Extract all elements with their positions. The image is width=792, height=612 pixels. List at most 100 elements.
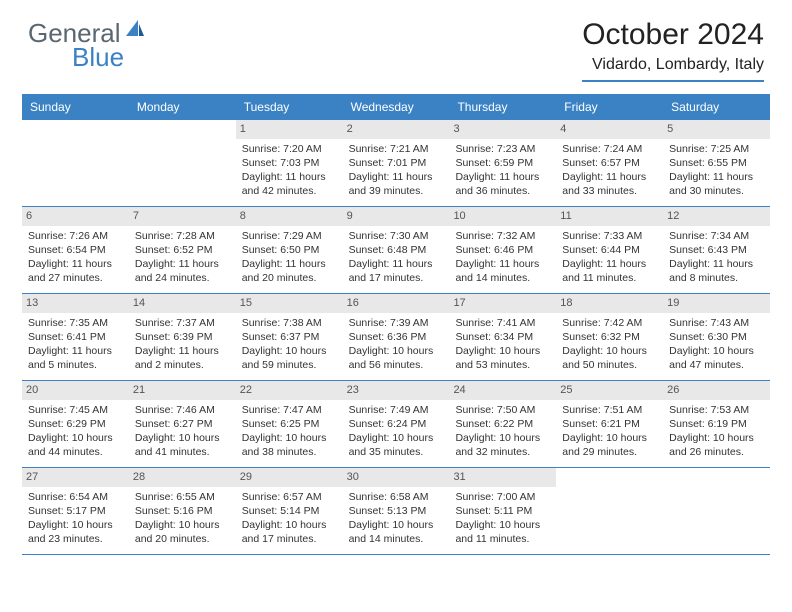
day-details: Sunrise: 7:21 AMSunset: 7:01 PMDaylight:… bbox=[349, 142, 444, 199]
day-number: 11 bbox=[556, 207, 663, 226]
calendar-body: 1 Sunrise: 7:20 AMSunset: 7:03 PMDaylight… bbox=[22, 120, 770, 555]
day-cell: 3 Sunrise: 7:23 AMSunset: 6:59 PMDaylight… bbox=[449, 120, 556, 206]
day-details: Sunrise: 7:42 AMSunset: 6:32 PMDaylight:… bbox=[562, 316, 657, 373]
day-number: 3 bbox=[449, 120, 556, 139]
day-cell: 1 Sunrise: 7:20 AMSunset: 7:03 PMDaylight… bbox=[236, 120, 343, 206]
day-details: Sunrise: 7:33 AMSunset: 6:44 PMDaylight:… bbox=[562, 229, 657, 286]
day-number: 23 bbox=[343, 381, 450, 400]
day-cell bbox=[663, 468, 770, 554]
weekday-header-row: SundayMondayTuesdayWednesdayThursdayFrid… bbox=[22, 94, 770, 120]
day-cell: 24 Sunrise: 7:50 AMSunset: 6:22 PMDayligh… bbox=[449, 381, 556, 467]
day-cell bbox=[22, 120, 129, 206]
day-details: Sunrise: 7:46 AMSunset: 6:27 PMDaylight:… bbox=[135, 403, 230, 460]
day-cell: 9 Sunrise: 7:30 AMSunset: 6:48 PMDaylight… bbox=[343, 207, 450, 293]
day-details: Sunrise: 7:43 AMSunset: 6:30 PMDaylight:… bbox=[669, 316, 764, 373]
day-number: 12 bbox=[663, 207, 770, 226]
day-cell: 22Sunrise: 7:47 AMSunset: 6:25 PMDayligh… bbox=[236, 381, 343, 467]
day-cell: 28 Sunrise: 6:55 AMSunset: 5:16 PMDayligh… bbox=[129, 468, 236, 554]
day-cell bbox=[129, 120, 236, 206]
day-number: 1 bbox=[236, 120, 343, 139]
week-row: 6 Sunrise: 7:26 AMSunset: 6:54 PMDaylight… bbox=[22, 207, 770, 294]
day-number: 21 bbox=[129, 381, 236, 400]
day-number: 2 bbox=[343, 120, 450, 139]
day-cell: 14 Sunrise: 7:37 AMSunset: 6:39 PMDayligh… bbox=[129, 294, 236, 380]
day-details: Sunrise: 7:23 AMSunset: 6:59 PMDaylight:… bbox=[455, 142, 550, 199]
day-details: Sunrise: 7:32 AMSunset: 6:46 PMDaylight:… bbox=[455, 229, 550, 286]
day-details: Sunrise: 7:26 AMSunset: 6:54 PMDaylight:… bbox=[28, 229, 123, 286]
day-cell: 23Sunrise: 7:49 AMSunset: 6:24 PMDayligh… bbox=[343, 381, 450, 467]
day-details: Sunrise: 7:51 AMSunset: 6:21 PMDaylight:… bbox=[562, 403, 657, 460]
day-details: Sunrise: 6:54 AMSunset: 5:17 PMDaylight:… bbox=[28, 490, 123, 547]
day-details: Sunrise: 6:58 AMSunset: 5:13 PMDaylight:… bbox=[349, 490, 444, 547]
day-details: Sunrise: 7:34 AMSunset: 6:43 PMDaylight:… bbox=[669, 229, 764, 286]
logo-text-blue: Blue bbox=[72, 42, 124, 73]
day-details: Sunrise: 7:30 AMSunset: 6:48 PMDaylight:… bbox=[349, 229, 444, 286]
day-number: 27 bbox=[22, 468, 129, 487]
day-cell: 19 Sunrise: 7:43 AMSunset: 6:30 PMDayligh… bbox=[663, 294, 770, 380]
day-details: Sunrise: 6:55 AMSunset: 5:16 PMDaylight:… bbox=[135, 490, 230, 547]
day-number: 9 bbox=[343, 207, 450, 226]
day-number: 29 bbox=[236, 468, 343, 487]
day-number: 5 bbox=[663, 120, 770, 139]
day-details: Sunrise: 7:00 AMSunset: 5:11 PMDaylight:… bbox=[455, 490, 550, 547]
day-cell: 2 Sunrise: 7:21 AMSunset: 7:01 PMDaylight… bbox=[343, 120, 450, 206]
day-number: 19 bbox=[663, 294, 770, 313]
title-block: October 2024 Vidardo, Lombardy, Italy bbox=[582, 18, 764, 82]
day-number: 14 bbox=[129, 294, 236, 313]
weekday-header: Friday bbox=[556, 94, 663, 120]
month-title: October 2024 bbox=[582, 18, 764, 52]
day-cell: 20 Sunrise: 7:45 AMSunset: 6:29 PMDayligh… bbox=[22, 381, 129, 467]
day-cell: 7Sunrise: 7:28 AMSunset: 6:52 PMDaylight… bbox=[129, 207, 236, 293]
day-cell: 5 Sunrise: 7:25 AMSunset: 6:55 PMDaylight… bbox=[663, 120, 770, 206]
header: General Blue October 2024 Vidardo, Lomba… bbox=[0, 0, 792, 90]
day-cell: 31 Sunrise: 7:00 AMSunset: 5:11 PMDayligh… bbox=[449, 468, 556, 554]
logo: General Blue bbox=[28, 18, 168, 68]
day-details: Sunrise: 6:57 AMSunset: 5:14 PMDaylight:… bbox=[242, 490, 337, 547]
day-number: 18 bbox=[556, 294, 663, 313]
day-details: Sunrise: 7:37 AMSunset: 6:39 PMDaylight:… bbox=[135, 316, 230, 373]
weekday-header: Wednesday bbox=[343, 94, 450, 120]
day-cell: 21 Sunrise: 7:46 AMSunset: 6:27 PMDayligh… bbox=[129, 381, 236, 467]
day-cell: 29 Sunrise: 6:57 AMSunset: 5:14 PMDayligh… bbox=[236, 468, 343, 554]
day-cell: 11 Sunrise: 7:33 AMSunset: 6:44 PMDayligh… bbox=[556, 207, 663, 293]
calendar: SundayMondayTuesdayWednesdayThursdayFrid… bbox=[22, 94, 770, 555]
day-cell bbox=[556, 468, 663, 554]
day-details: Sunrise: 7:20 AMSunset: 7:03 PMDaylight:… bbox=[242, 142, 337, 199]
day-details: Sunrise: 7:50 AMSunset: 6:22 PMDaylight:… bbox=[455, 403, 550, 460]
day-number: 7 bbox=[129, 207, 236, 226]
day-cell: 12 Sunrise: 7:34 AMSunset: 6:43 PMDayligh… bbox=[663, 207, 770, 293]
day-details: Sunrise: 7:25 AMSunset: 6:55 PMDaylight:… bbox=[669, 142, 764, 199]
day-number: 4 bbox=[556, 120, 663, 139]
logo-sail-icon bbox=[124, 18, 146, 45]
day-number: 17 bbox=[449, 294, 556, 313]
day-cell: 17Sunrise: 7:41 AMSunset: 6:34 PMDayligh… bbox=[449, 294, 556, 380]
day-details: Sunrise: 7:39 AMSunset: 6:36 PMDaylight:… bbox=[349, 316, 444, 373]
day-number: 30 bbox=[343, 468, 450, 487]
day-cell: 10 Sunrise: 7:32 AMSunset: 6:46 PMDayligh… bbox=[449, 207, 556, 293]
day-cell: 6 Sunrise: 7:26 AMSunset: 6:54 PMDaylight… bbox=[22, 207, 129, 293]
day-number: 16 bbox=[343, 294, 450, 313]
day-cell: 25 Sunrise: 7:51 AMSunset: 6:21 PMDayligh… bbox=[556, 381, 663, 467]
day-details: Sunrise: 7:45 AMSunset: 6:29 PMDaylight:… bbox=[28, 403, 123, 460]
day-number: 20 bbox=[22, 381, 129, 400]
day-details: Sunrise: 7:38 AMSunset: 6:37 PMDaylight:… bbox=[242, 316, 337, 373]
day-number: 6 bbox=[22, 207, 129, 226]
day-number: 10 bbox=[449, 207, 556, 226]
day-number: 31 bbox=[449, 468, 556, 487]
day-cell: 13Sunrise: 7:35 AMSunset: 6:41 PMDayligh… bbox=[22, 294, 129, 380]
day-number: 25 bbox=[556, 381, 663, 400]
weekday-header: Thursday bbox=[449, 94, 556, 120]
day-cell: 16 Sunrise: 7:39 AMSunset: 6:36 PMDayligh… bbox=[343, 294, 450, 380]
day-number: 28 bbox=[129, 468, 236, 487]
day-details: Sunrise: 7:53 AMSunset: 6:19 PMDaylight:… bbox=[669, 403, 764, 460]
day-cell: 18 Sunrise: 7:42 AMSunset: 6:32 PMDayligh… bbox=[556, 294, 663, 380]
week-row: 20 Sunrise: 7:45 AMSunset: 6:29 PMDayligh… bbox=[22, 381, 770, 468]
day-number: 13 bbox=[22, 294, 129, 313]
day-number: 26 bbox=[663, 381, 770, 400]
day-number: 24 bbox=[449, 381, 556, 400]
week-row: 13Sunrise: 7:35 AMSunset: 6:41 PMDayligh… bbox=[22, 294, 770, 381]
day-cell: 15Sunrise: 7:38 AMSunset: 6:37 PMDayligh… bbox=[236, 294, 343, 380]
weekday-header: Saturday bbox=[663, 94, 770, 120]
day-cell: 26 Sunrise: 7:53 AMSunset: 6:19 PMDayligh… bbox=[663, 381, 770, 467]
day-cell: 8Sunrise: 7:29 AMSunset: 6:50 PMDaylight… bbox=[236, 207, 343, 293]
